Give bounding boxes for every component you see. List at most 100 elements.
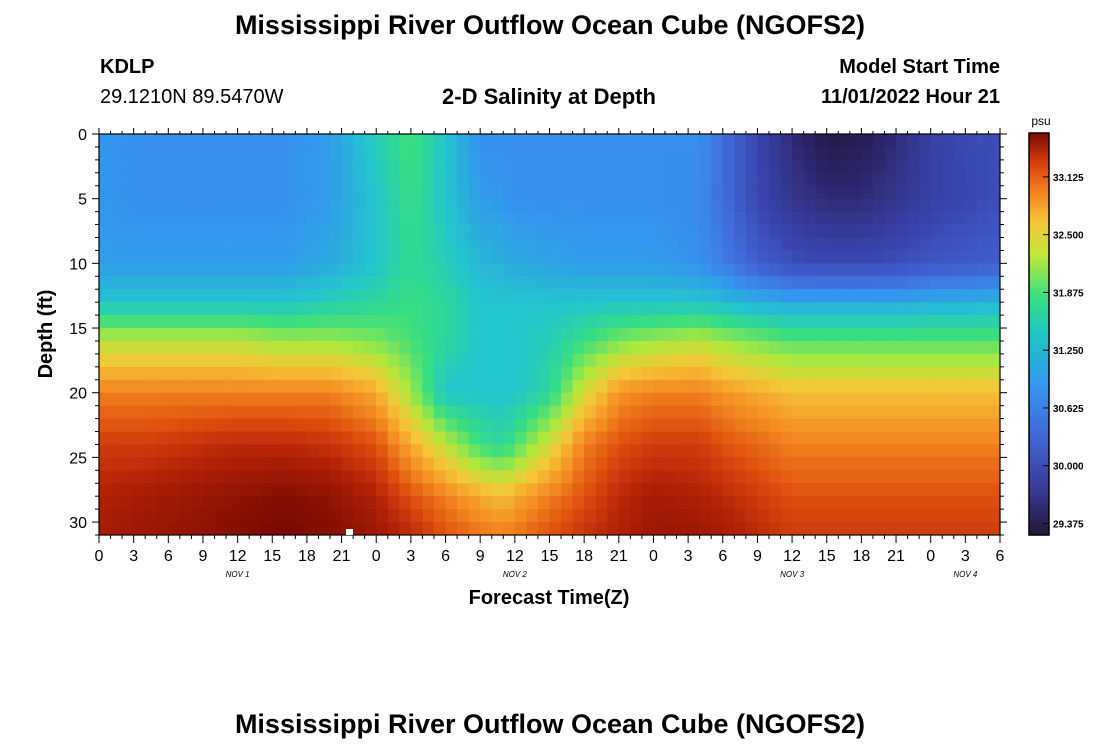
heatmap-cell (665, 392, 677, 407)
heatmap-cell (630, 457, 643, 471)
heatmap-cell (145, 392, 158, 407)
heatmap-cell (122, 340, 135, 355)
heatmap-cell (295, 431, 308, 445)
heatmap-cell (537, 366, 550, 381)
heatmap-cell (930, 134, 943, 148)
heatmap-cell (133, 172, 146, 187)
heatmap-cell (757, 159, 770, 174)
heatmap-cell (191, 457, 204, 471)
heatmap-cell (145, 457, 158, 471)
heatmap-cell (722, 366, 735, 381)
heatmap-cell (618, 483, 631, 497)
heatmap-cell (919, 159, 932, 174)
heatmap-cell (688, 134, 701, 148)
heatmap-cell (561, 211, 573, 225)
heatmap-cell (930, 496, 943, 510)
heatmap-cell (745, 276, 758, 290)
heatmap-cell (122, 263, 135, 277)
heatmap-cell (942, 289, 955, 303)
heatmap-cell (838, 496, 851, 510)
heatmap-cell (422, 237, 435, 251)
heatmap-cell (295, 328, 308, 342)
heatmap-cell (122, 470, 135, 484)
heatmap-cell (249, 470, 262, 484)
heatmap-cell (711, 198, 724, 213)
heatmap-cell (133, 250, 146, 264)
heatmap-cell (815, 315, 828, 329)
heatmap-cell (306, 483, 319, 497)
heatmap-cell (491, 340, 504, 355)
heatmap-cell (965, 211, 978, 225)
heatmap-cell (191, 146, 204, 161)
heatmap-cell (907, 522, 920, 536)
heatmap-cell (688, 289, 701, 303)
heatmap-cell (376, 302, 389, 316)
heatmap-cell (330, 172, 342, 187)
heatmap-cell (572, 509, 585, 523)
heatmap-cell (156, 315, 169, 329)
heatmap-cell (387, 509, 400, 523)
heatmap-cell (122, 509, 135, 523)
heatmap-cell (537, 340, 550, 355)
heatmap-cell (526, 211, 539, 225)
heatmap-cell (341, 250, 354, 264)
heatmap-cell (399, 392, 412, 407)
heatmap-cell (572, 211, 585, 225)
heatmap-cell (884, 250, 897, 264)
heatmap-cell (445, 289, 458, 303)
heatmap-cell (618, 134, 631, 148)
heatmap-cell (226, 289, 239, 303)
heatmap-cell (849, 263, 862, 277)
heatmap-cell (283, 457, 296, 471)
heatmap-cell (745, 353, 758, 368)
heatmap-cell (665, 159, 677, 174)
heatmap-cell (561, 263, 573, 277)
heatmap-cell (526, 457, 539, 471)
heatmap-cell (376, 470, 389, 484)
heatmap-cell (341, 392, 354, 407)
heatmap-cell (653, 302, 666, 316)
heatmap-cell (618, 418, 631, 432)
heatmap-cell (561, 392, 573, 407)
heatmap-cell (630, 302, 643, 316)
heatmap-cell (122, 392, 135, 407)
heatmap-cell (179, 146, 192, 161)
heatmap-cell (410, 431, 423, 445)
heatmap-cell (503, 366, 516, 381)
heatmap-cell (942, 315, 955, 329)
heatmap-cell (665, 457, 677, 471)
x-tick-label: 6 (441, 548, 450, 565)
heatmap-cell (618, 172, 631, 187)
heatmap-cell (965, 328, 978, 342)
heatmap-cell (526, 496, 539, 510)
heatmap-cell (168, 444, 181, 458)
heatmap-cell (318, 444, 331, 458)
heatmap-cell (953, 224, 966, 238)
heatmap-cell (491, 392, 504, 407)
heatmap-cell (699, 159, 712, 174)
heatmap-cell (168, 418, 181, 432)
heatmap-cell (283, 418, 296, 432)
heatmap-cell (514, 289, 527, 303)
heatmap-cell (168, 328, 181, 342)
heatmap-cell (896, 392, 908, 407)
heatmap-cell (884, 185, 897, 200)
heatmap-cell (364, 172, 377, 187)
heatmap-cell (630, 211, 643, 225)
heatmap-cell (249, 340, 262, 355)
heatmap-cell (815, 185, 828, 200)
heatmap-cell (953, 470, 966, 484)
heatmap-cell (179, 496, 192, 510)
heatmap-cell (399, 185, 412, 200)
heatmap-cell (122, 522, 135, 536)
heatmap-cell (330, 237, 342, 251)
heatmap-cell (641, 302, 654, 316)
heatmap-cell (376, 379, 389, 394)
x-tick-label: 6 (164, 548, 173, 565)
heatmap-cell (838, 146, 851, 161)
heatmap-cell (376, 172, 389, 187)
heatmap-cell (537, 276, 550, 290)
model-start-value: 11/01/2022 Hour 21 (820, 86, 1000, 108)
heatmap-cell (595, 431, 608, 445)
heatmap-cell (988, 146, 1001, 161)
